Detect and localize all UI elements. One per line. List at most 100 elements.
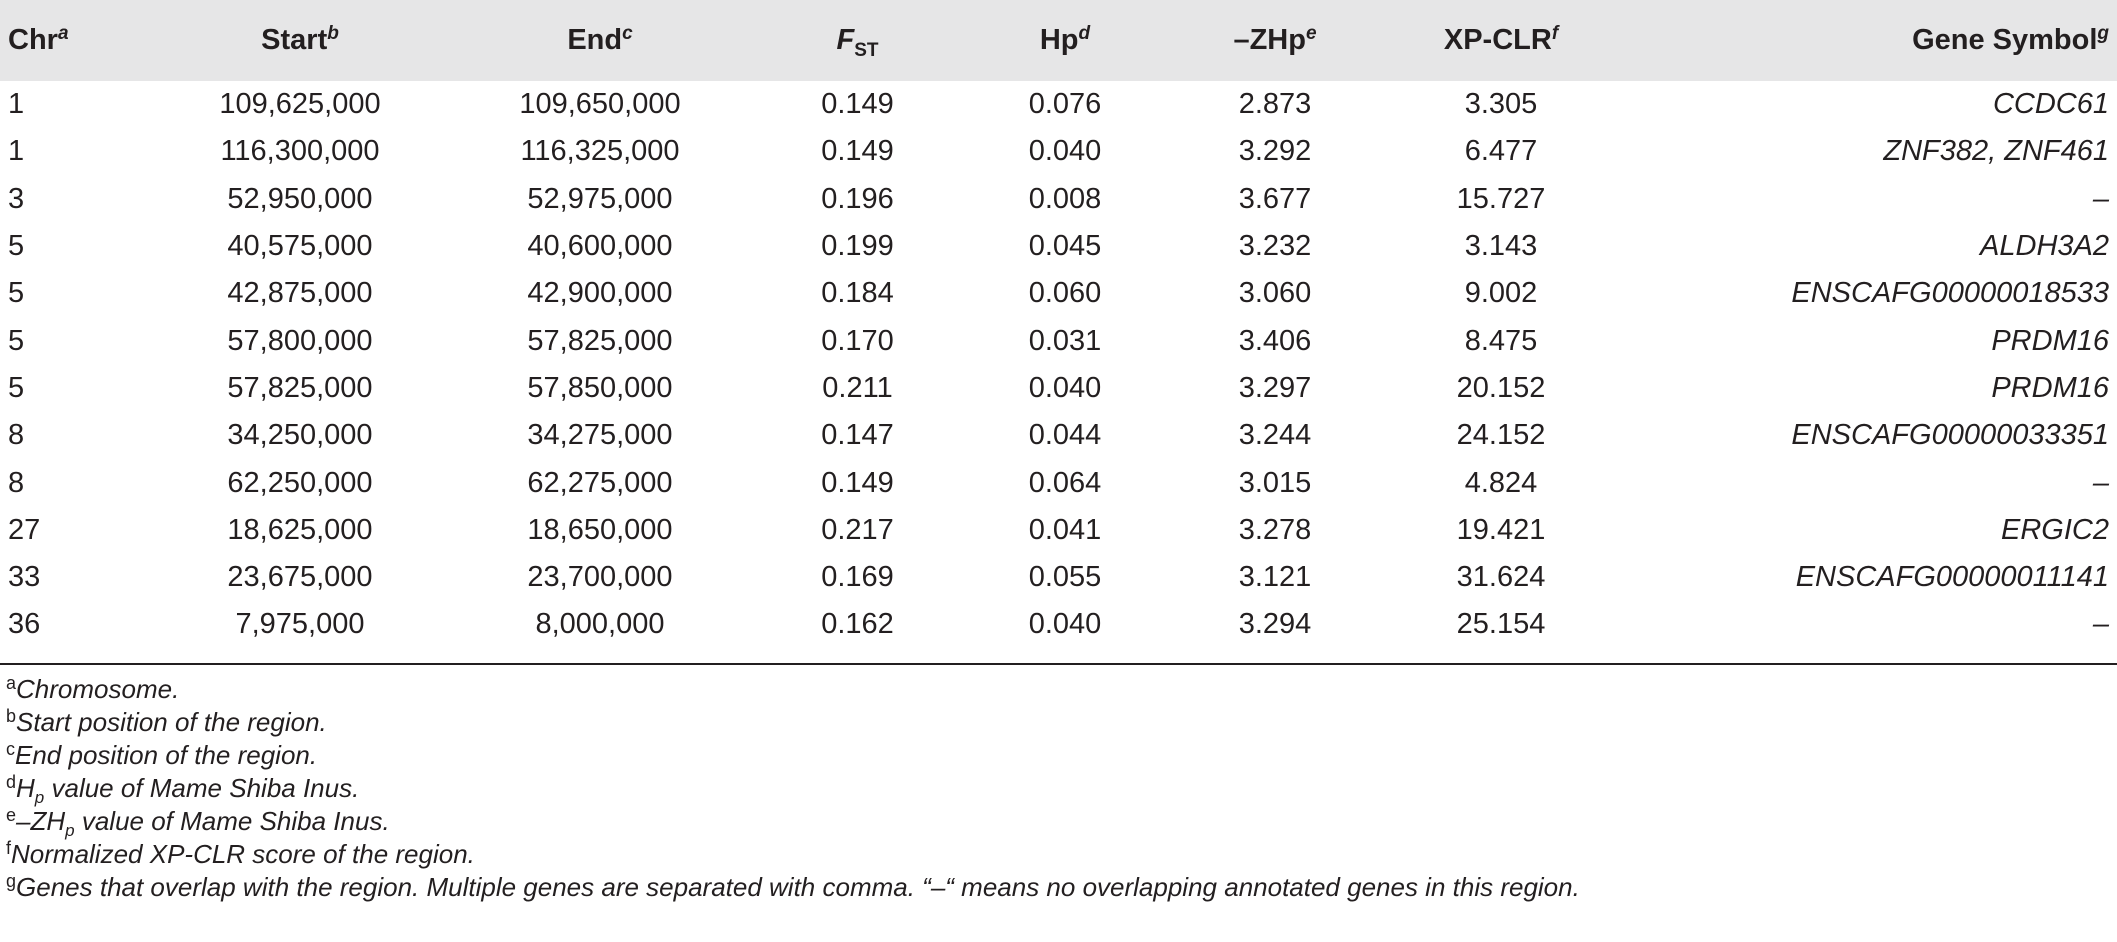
cell-chr: 8 xyxy=(8,419,25,452)
cell-chr: 1 xyxy=(8,88,25,121)
cell-gene-symbol: ENSCAFG00000018533 xyxy=(1791,277,2109,310)
footnote-text: Chromosome. xyxy=(16,674,179,704)
footnote-subscript: p xyxy=(65,821,75,840)
cell-fst: 0.199 xyxy=(821,230,894,263)
footnote-text: –ZHp value of Mame Shiba Inus. xyxy=(16,806,390,839)
footnote-body: value of Mame Shiba Inus. xyxy=(44,773,360,803)
footnote-f: fNormalized XP-CLR score of the region. xyxy=(6,838,2106,871)
cell-gene-symbol: – xyxy=(2092,182,2109,215)
cell-start: 18,625,000 xyxy=(227,513,373,546)
cell-start: 109,625,000 xyxy=(219,88,381,121)
cell-chr: 33 xyxy=(8,561,41,594)
cell-zhp: 2.873 xyxy=(1238,88,1312,121)
cell-gene-symbol: – xyxy=(2092,466,2109,499)
cell-fst: 0.217 xyxy=(821,513,894,546)
cell-zhp: 3.232 xyxy=(1238,230,1312,263)
footnote-text: Normalized XP-CLR score of the region. xyxy=(11,839,475,869)
table-row: 5 40,575,000 40,600,000 0.199 0.045 3.232 3.14… xyxy=(0,223,2117,270)
header-gene-symbol: Gene Symbolg xyxy=(1912,23,2109,56)
footnote-g: gGenes that overlap with the region. Mul… xyxy=(6,871,2106,904)
footnote-body: End position of the region. xyxy=(15,740,318,770)
table-row: 27 18,625,000 18,650,000 0.217 0.041 3.278 19.… xyxy=(0,507,2117,554)
footnote-symbol: –ZH xyxy=(16,806,66,836)
footnote-body: Start position of the region. xyxy=(16,707,327,737)
cell-zhp: 3.244 xyxy=(1238,419,1312,452)
cell-start: 23,675,000 xyxy=(227,561,373,594)
cell-chr: 8 xyxy=(8,466,25,499)
header-end: Endc xyxy=(567,23,633,56)
cell-zhp: 3.294 xyxy=(1238,608,1312,641)
cell-end: 57,850,000 xyxy=(527,371,673,404)
table-row: 5 42,875,000 42,900,000 0.184 0.060 3.060 9.00… xyxy=(0,270,2117,317)
cell-gene-symbol: PRDM16 xyxy=(1991,324,2109,357)
cell-fst: 0.170 xyxy=(821,324,894,357)
cell-start: 116,300,000 xyxy=(220,135,380,168)
cell-end: 23,700,000 xyxy=(527,561,673,594)
cell-chr: 5 xyxy=(8,277,25,310)
footnote-b: bStart position of the region. xyxy=(6,706,2106,739)
cell-fst: 0.211 xyxy=(822,371,893,404)
cell-fst: 0.149 xyxy=(821,135,894,168)
cell-hp: 0.055 xyxy=(1028,561,1102,594)
cell-chr: 5 xyxy=(8,324,25,357)
table-row: 8 62,250,000 62,275,000 0.149 0.064 3.015 4.82… xyxy=(0,459,2117,506)
footnote-body: Normalized XP-CLR score of the region. xyxy=(11,839,475,869)
cell-gene-symbol: ENSCAFG00000011141 xyxy=(1795,561,2109,594)
cell-end: 34,275,000 xyxy=(527,419,673,452)
footnote-mark: d xyxy=(6,772,17,792)
table-row: 3 52,950,000 52,975,000 0.196 0.008 3.677 15.7… xyxy=(0,176,2117,223)
cell-hp: 0.045 xyxy=(1028,230,1102,263)
cell-fst: 0.184 xyxy=(821,277,894,310)
cell-fst: 0.196 xyxy=(821,182,894,215)
table-row: 1 109,625,000 109,650,000 0.149 0.076 2.873 3.… xyxy=(0,81,2117,128)
cell-end: 109,650,000 xyxy=(519,88,681,121)
header-zhp: –ZHpe xyxy=(1233,23,1317,56)
cell-gene-symbol: ENSCAFG00000033351 xyxy=(1791,419,2109,452)
cell-start: 52,950,000 xyxy=(227,182,373,215)
table-row: 8 34,250,000 34,275,000 0.147 0.044 3.244 24.1… xyxy=(0,412,2117,459)
footnote-body: Genes that overlap with the region. Mult… xyxy=(16,872,1580,902)
footnote-e: e–ZHp value of Mame Shiba Inus. xyxy=(6,805,2106,839)
cell-xpclr: 15.727 xyxy=(1456,182,1546,215)
footnote-mark: c xyxy=(6,739,15,759)
cell-zhp: 3.292 xyxy=(1238,135,1312,168)
footnote-subscript: p xyxy=(34,788,45,807)
footnote-body: value of Mame Shiba Inus. xyxy=(74,806,390,836)
cell-start: 42,875,000 xyxy=(227,277,373,310)
table-bottom-rule xyxy=(0,663,2117,665)
cell-start: 40,575,000 xyxy=(227,230,373,263)
header-fst: FST xyxy=(836,24,879,61)
footnote-c: cEnd position of the region. xyxy=(6,739,2106,772)
cell-end: 52,975,000 xyxy=(527,182,673,215)
cell-end: 116,325,000 xyxy=(520,135,680,168)
cell-chr: 36 xyxy=(8,608,41,641)
cell-hp: 0.008 xyxy=(1028,182,1102,215)
cell-end: 42,900,000 xyxy=(527,277,673,310)
cell-start: 57,800,000 xyxy=(227,324,373,357)
table-row: 5 57,825,000 57,850,000 0.211 0.040 3.297 20.1… xyxy=(0,365,2117,412)
cell-xpclr: 3.143 xyxy=(1464,230,1538,263)
cell-start: 57,825,000 xyxy=(227,371,373,404)
header-xpclr: XP-CLRf xyxy=(1443,23,1559,56)
footnote-text: Hp value of Mame Shiba Inus. xyxy=(16,773,360,806)
cell-hp: 0.060 xyxy=(1028,277,1102,310)
cell-gene-symbol: ALDH3A2 xyxy=(1980,230,2109,263)
header-chr: Chra xyxy=(8,23,69,56)
cell-end: 62,275,000 xyxy=(527,466,673,499)
cell-zhp: 3.297 xyxy=(1238,371,1312,404)
cell-chr: 5 xyxy=(8,230,25,263)
footnote-text: Start position of the region. xyxy=(16,707,327,737)
cell-chr: 27 xyxy=(8,513,41,546)
cell-hp: 0.044 xyxy=(1028,419,1102,452)
cell-xpclr: 3.305 xyxy=(1464,88,1538,121)
footnote-a: aChromosome. xyxy=(6,673,2106,706)
cell-xpclr: 8.475 xyxy=(1464,324,1538,357)
cell-gene-symbol: PRDM16 xyxy=(1991,371,2109,404)
cell-hp: 0.064 xyxy=(1028,466,1102,499)
cell-gene-symbol: ZNF382, ZNF461 xyxy=(1883,135,2109,168)
cell-end: 8,000,000 xyxy=(535,608,665,641)
cell-fst: 0.149 xyxy=(821,88,894,121)
cell-zhp: 3.677 xyxy=(1238,182,1312,215)
header-hp: Hpd xyxy=(1039,23,1091,56)
